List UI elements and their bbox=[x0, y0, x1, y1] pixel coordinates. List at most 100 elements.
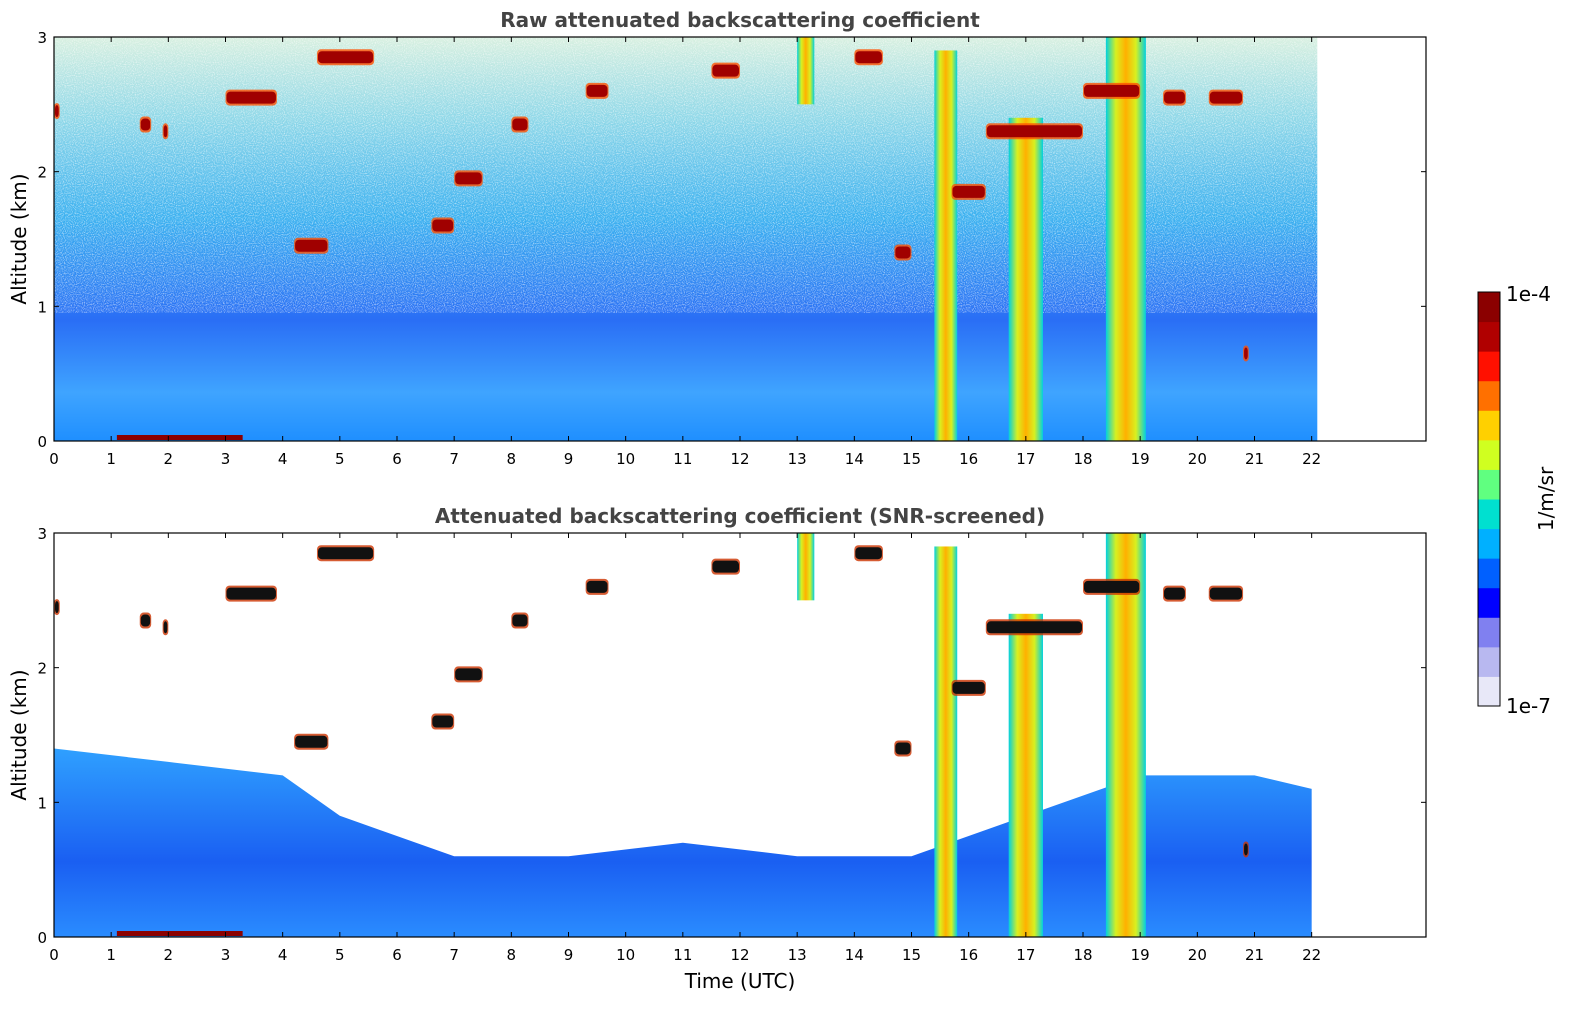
cloud-layer bbox=[512, 118, 528, 131]
cloud-layer bbox=[586, 84, 608, 97]
y-tick-label: 0 bbox=[37, 433, 47, 451]
precipitation-column bbox=[934, 546, 958, 937]
x-tick-label: 12 bbox=[730, 946, 749, 964]
panel-2-heatmap bbox=[54, 533, 1318, 937]
x-tick-label: 5 bbox=[335, 450, 345, 468]
raw-backscatter-panel: Raw attenuated backscattering coefficien… bbox=[7, 8, 1427, 468]
cloud-layer bbox=[712, 64, 739, 77]
x-tick-label: 6 bbox=[392, 450, 402, 468]
cloud-layer bbox=[295, 735, 328, 748]
x-axis-label: Time (UTC) bbox=[684, 969, 796, 993]
x-tick-label: 16 bbox=[959, 946, 978, 964]
cloud-layer bbox=[163, 621, 168, 634]
x-tick-label: 15 bbox=[902, 946, 921, 964]
x-tick-label: 22 bbox=[1302, 946, 1321, 964]
x-tick-label: 18 bbox=[1073, 450, 1092, 468]
y-tick-label: 1 bbox=[37, 298, 47, 316]
cloud-layer bbox=[226, 91, 276, 104]
colorbar-swatch bbox=[1478, 380, 1500, 411]
cloud-layer bbox=[952, 185, 985, 198]
colorbar-swatch bbox=[1478, 292, 1500, 323]
screened-backscatter-panel: Attenuated backscattering coefficient (S… bbox=[7, 504, 1427, 964]
x-tick-label: 3 bbox=[221, 946, 231, 964]
x-tick-label: 2 bbox=[164, 450, 174, 468]
x-tick-label: 12 bbox=[730, 450, 749, 468]
precipitation-column bbox=[1008, 613, 1043, 937]
colorbar-swatch bbox=[1478, 528, 1500, 559]
colorbar-swatch bbox=[1478, 558, 1500, 589]
x-tick-label: 19 bbox=[1131, 450, 1150, 468]
cloud-layer bbox=[855, 547, 882, 560]
colorbar-swatch bbox=[1478, 587, 1500, 618]
cloud-layer bbox=[952, 681, 985, 694]
cloud-layer bbox=[1164, 587, 1185, 600]
cloud-layer bbox=[455, 668, 482, 681]
cloud-layer bbox=[1244, 843, 1248, 856]
x-tick-label: 8 bbox=[507, 450, 517, 468]
precipitation-column bbox=[797, 533, 815, 601]
x-tick-label: 20 bbox=[1188, 450, 1207, 468]
cloud-layer bbox=[1084, 84, 1140, 97]
x-tick-label: 14 bbox=[845, 450, 864, 468]
x-tick-label: 20 bbox=[1188, 946, 1207, 964]
x-tick-label: 11 bbox=[673, 946, 692, 964]
cloud-layer bbox=[1084, 580, 1140, 593]
surface-layer bbox=[116, 435, 243, 440]
x-tick-label: 0 bbox=[49, 946, 59, 964]
x-tick-label: 3 bbox=[221, 450, 231, 468]
cloud-layer bbox=[226, 587, 276, 600]
y-tick-label: 2 bbox=[37, 164, 47, 182]
x-tick-label: 7 bbox=[449, 450, 459, 468]
x-tick-label: 14 bbox=[845, 946, 864, 964]
cloud-layer bbox=[317, 51, 374, 64]
x-tick-label: 13 bbox=[788, 946, 807, 964]
colorbar-swatch bbox=[1478, 499, 1500, 530]
surface-layer bbox=[116, 931, 243, 936]
x-tick-label: 4 bbox=[278, 946, 288, 964]
panel-2-xticks: 0 1 2 3 4 5 6 7 8 9 10 11 12 13 14 15 16 17 18 19 20 21 22 bbox=[49, 533, 1321, 964]
cloud-layer bbox=[855, 51, 882, 64]
colorbar-min-label: 1e-7 bbox=[1506, 694, 1551, 718]
precipitation-column bbox=[1105, 37, 1146, 441]
x-tick-label: 1 bbox=[106, 946, 116, 964]
x-tick-label: 9 bbox=[564, 450, 574, 468]
cloud-layer bbox=[512, 614, 528, 627]
x-tick-label: 21 bbox=[1245, 450, 1264, 468]
x-tick-label: 4 bbox=[278, 450, 288, 468]
precipitation-column bbox=[797, 37, 815, 105]
precipitation-column bbox=[1008, 117, 1043, 441]
x-tick-label: 0 bbox=[49, 450, 59, 468]
cloud-layer bbox=[455, 172, 482, 185]
cloud-layer bbox=[986, 125, 1082, 138]
y-tick-label: 0 bbox=[37, 929, 47, 947]
cloud-layer bbox=[432, 219, 454, 232]
cloud-layer bbox=[317, 547, 374, 560]
x-tick-label: 15 bbox=[902, 450, 921, 468]
colorbar-swatch bbox=[1478, 676, 1500, 707]
colorbar-swatch bbox=[1478, 439, 1500, 470]
panel-2-yticks: 0 1 2 3 bbox=[37, 525, 1426, 947]
cloud-layer bbox=[295, 239, 328, 252]
cloud-layer bbox=[1244, 347, 1248, 360]
x-tick-label: 9 bbox=[564, 946, 574, 964]
panel-1-xticks: 0 1 2 3 4 5 6 7 8 9 10 11 12 13 14 15 16 17 18 19 20 21 22 bbox=[49, 37, 1321, 468]
x-tick-label: 2 bbox=[164, 946, 174, 964]
precipitation-column bbox=[934, 50, 958, 441]
colorbar-swatch bbox=[1478, 351, 1500, 382]
x-tick-label: 18 bbox=[1073, 946, 1092, 964]
cloud-layer bbox=[895, 246, 911, 259]
y-tick-label: 3 bbox=[37, 525, 47, 543]
cloud-layer bbox=[1164, 91, 1185, 104]
panel-1-heatmap bbox=[54, 37, 1318, 441]
colorbar-swatches bbox=[1478, 292, 1500, 707]
cloud-layer bbox=[712, 560, 739, 573]
y-tick-label: 2 bbox=[37, 660, 47, 678]
x-tick-label: 10 bbox=[616, 450, 635, 468]
x-tick-label: 1 bbox=[106, 450, 116, 468]
x-tick-label: 11 bbox=[673, 450, 692, 468]
colorbar-frame bbox=[1477, 291, 1501, 707]
cloud-layer bbox=[432, 715, 454, 728]
y-tick-label: 1 bbox=[37, 794, 47, 812]
cloud-layer bbox=[163, 125, 168, 138]
